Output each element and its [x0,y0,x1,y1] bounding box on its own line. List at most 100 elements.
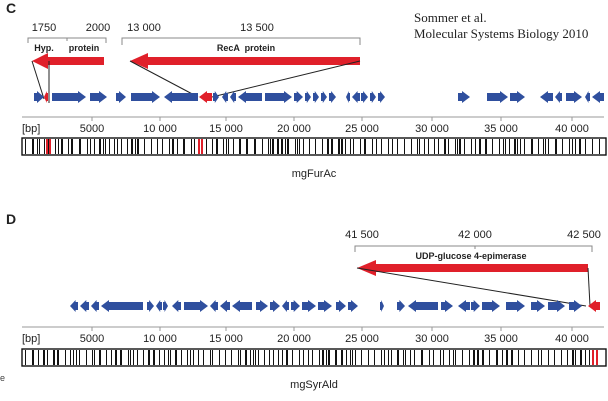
barcode-stripe [485,139,487,154]
barcode-stripe [99,350,101,365]
barcode-stripe [473,350,475,365]
gene-23 [441,300,453,312]
barcode-stripe [479,139,481,154]
axis-tick-label: 35 000 [484,123,518,135]
barcode-stripe [388,139,389,154]
gene-14 [305,91,311,103]
axis-tick-label: 40 000 [555,333,589,345]
barcode-stripe [44,139,45,154]
gene-25 [471,300,480,312]
barcode-stripe [286,350,288,365]
barcode-stripe [421,350,423,365]
gene-24 [458,300,470,312]
zoom-left-tick-2000: 2000 [86,22,110,34]
barcode-stripe [575,350,576,365]
barcode-stripe [131,139,133,154]
barcode-stripe [438,139,439,154]
barcode-stripe [517,139,518,154]
panel-d-barcode [25,350,598,365]
axis-tick-label: 20 000 [277,123,311,135]
barcode-stripe [191,139,192,154]
barcode-stripe [554,350,555,365]
gene-25 [510,91,525,103]
panel-d-letter: D [6,211,16,227]
axis-tick-label: 20 000 [277,333,311,345]
barcode-stripe [520,139,521,154]
barcode-stripe [287,139,289,154]
axis-tick-label: 25 000 [345,333,379,345]
barcode-stripe [443,350,444,365]
gene-29 [585,91,590,103]
barcode-stripe [153,350,155,365]
zoom-left-label-protein: protein [69,43,100,53]
barcode-stripe [541,350,542,365]
gene-15 [291,300,300,312]
gene-8 [184,300,208,312]
barcode-stripe [364,139,366,154]
barcode-stripe [61,139,63,154]
barcode-stripe [381,139,382,154]
barcode-stripe [94,350,95,365]
zoom-d-tick-41500: 41 500 [345,229,379,241]
barcode-stripe [360,139,361,154]
barcode-stripe [183,139,185,154]
barcode-stripe [429,350,430,365]
barcode-stripe [506,350,508,365]
barcode-stripe [250,350,251,365]
barcode-stripe [164,350,165,365]
barcode-stripe [262,139,263,154]
panel-c-axis-ticks: 5000 10 000 15 000 20 000 25 000 30 000 35 000… [80,117,589,135]
barcode-stripe [115,350,117,365]
gene-8 [213,91,219,103]
barcode-stripe [455,350,456,365]
barcode-stripe [193,350,194,365]
gene-17 [329,91,336,103]
gene-11 [232,300,252,312]
barcode-stripe [414,350,415,365]
axis-tick-label: 35 000 [484,333,518,345]
barcode-stripe [111,350,112,365]
barcode-stripe [345,139,346,154]
gene-9 [222,91,228,103]
barcode-stripe [308,350,309,365]
barcode-stripe [376,139,377,154]
barcode-stripe [459,139,461,154]
barcode-stripe [572,139,573,154]
barcode-stripe [245,350,247,365]
axis-tick-label: 40 000 [555,123,589,135]
barcode-stripe [212,350,213,365]
barcode-stripe [531,350,532,365]
barcode-stripe [135,139,136,154]
barcode-stripe [231,350,232,365]
barcode-stripe [225,350,226,365]
panel-d-gene-track [70,300,600,312]
barcode-stripe [492,139,493,154]
barcode-stripe [524,350,525,365]
gene-5 [156,300,162,312]
barcode-stripe [177,139,178,154]
barcode-stripe [295,139,296,154]
barcode-stripe [206,139,207,154]
barcode-stripe [130,350,131,365]
barcode-stripe [137,139,139,154]
axis-tick-label: 10 000 [143,333,177,345]
barcode-stripe [381,350,382,365]
barcode-stripe [297,139,298,154]
barcode-stripe [561,350,562,365]
barcode-stripe [372,139,373,154]
barcode-stripe [76,350,77,365]
barcode-stripe [405,350,406,365]
barcode-stripe [187,350,188,365]
barcode-stripe [25,350,26,365]
gene-17 [318,300,332,312]
barcode-stripe [319,350,320,365]
barcode-stripe [579,139,581,154]
barcode-stripe [281,139,283,154]
barcode-stripe [58,139,59,154]
zoom-left-label-hyp: Hyp. [34,43,54,53]
barcode-stripe [169,139,170,154]
barcode-stripe [198,350,199,365]
barcode-stripe [162,139,163,154]
zoom-d-tick-42500: 42 500 [567,229,601,241]
edge-text-fragment: e [0,373,5,383]
